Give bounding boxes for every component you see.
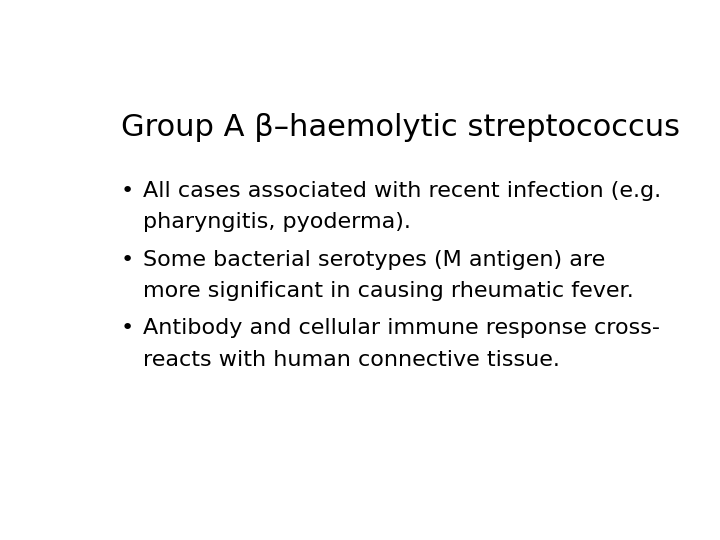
Text: •: • <box>121 319 134 339</box>
Text: Group A β–haemolytic streptococcus: Group A β–haemolytic streptococcus <box>121 113 680 141</box>
Text: Antibody and cellular immune response cross-: Antibody and cellular immune response cr… <box>143 319 660 339</box>
Text: Some bacterial serotypes (M antigen) are: Some bacterial serotypes (M antigen) are <box>143 250 606 270</box>
Text: •: • <box>121 250 134 270</box>
Text: more significant in causing rheumatic fever.: more significant in causing rheumatic fe… <box>143 281 634 301</box>
Text: pharyngitis, pyoderma).: pharyngitis, pyoderma). <box>143 212 411 232</box>
Text: •: • <box>121 181 134 201</box>
Text: All cases associated with recent infection (e.g.: All cases associated with recent infecti… <box>143 181 661 201</box>
Text: reacts with human connective tissue.: reacts with human connective tissue. <box>143 349 560 369</box>
